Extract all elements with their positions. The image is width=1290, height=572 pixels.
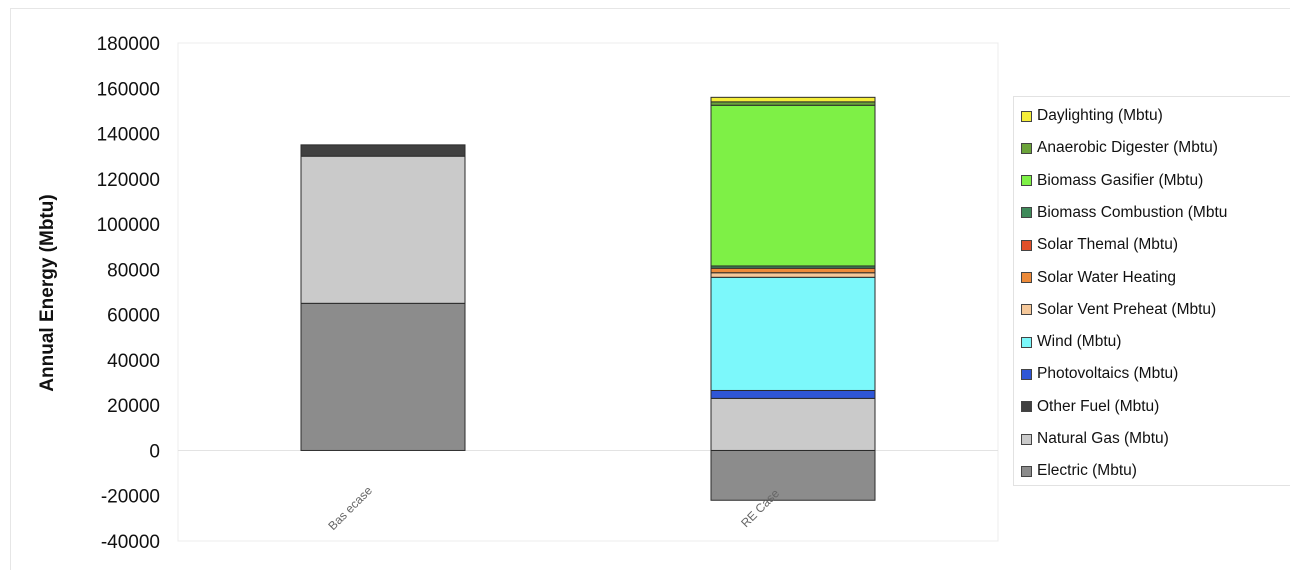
legend-label: Solar Vent Preheat (Mbtu): [1037, 300, 1217, 318]
legend-label: Biomass Combustion (Mbtu: [1037, 203, 1228, 221]
legend-item: Solar Vent Preheat (Mbtu): [1021, 299, 1216, 321]
y-tick-label: 0: [149, 441, 160, 462]
legend-item: Anaerobic Digester (Mbtu): [1021, 137, 1218, 159]
legend-label: Daylighting (Mbtu): [1037, 107, 1163, 124]
legend-swatch: [1021, 272, 1032, 283]
y-tick-label: 20000: [107, 396, 160, 417]
bar-segment: [710, 267, 876, 274]
bar-segment: [300, 155, 466, 304]
y-tick-label: 40000: [107, 351, 160, 372]
bar-segment: [710, 96, 876, 103]
legend-label: Other Fuel (Mbtu): [1037, 397, 1160, 415]
legend-item: Biomass Gasifier (Mbtu): [1021, 170, 1203, 192]
legend-swatch: [1021, 207, 1032, 219]
legend-item: Biomass Combustion (Mbtu: [1021, 202, 1227, 224]
legend-swatch: [1021, 465, 1032, 477]
legend-label: Solar Water Heating: [1037, 268, 1176, 286]
bar-segment: [710, 397, 876, 451]
chart-frame: [10, 8, 1290, 570]
legend-swatch: [1021, 368, 1032, 380]
legend-swatch: [1021, 239, 1032, 251]
legend-item: Photovoltaics (Mbtu): [1021, 363, 1178, 385]
legend-item: Solar Themal (Mbtu): [1021, 234, 1178, 256]
legend-item: Electric (Mbtu): [1021, 460, 1137, 482]
legend-item: Other Fuel (Mbtu): [1021, 396, 1159, 418]
bar-segment: [710, 389, 876, 399]
plot-area: 180000 160000 140000 120000 100000 80000 60000…: [97, 34, 999, 553]
legend-label: Solar Themal (Mbtu): [1037, 236, 1178, 254]
legend-item: Wind (Mbtu): [1021, 331, 1121, 353]
y-axis-label: Annual Energy (Mbtu): [37, 194, 58, 391]
legend-swatch: [1021, 142, 1032, 154]
y-tick-label: 80000: [107, 260, 160, 281]
y-tick-label: -20000: [101, 487, 160, 508]
legend-swatch: [1021, 304, 1032, 316]
bar-segment: [710, 272, 876, 278]
legend-swatch: [1021, 336, 1032, 348]
legend-item: Natural Gas (Mbtu): [1021, 428, 1169, 450]
legend-item: Daylighting (Mbtu): [1021, 105, 1163, 127]
bar-segment: [300, 302, 466, 451]
legend-label: Biomass Gasifier (Mbtu): [1037, 171, 1204, 189]
y-tick-label: 100000: [97, 215, 160, 236]
legend-label: Electric (Mbtu): [1037, 462, 1137, 480]
legend-label: Anaerobic Digester (Mbtu): [1037, 139, 1218, 157]
bar-segment: [710, 104, 876, 267]
legend-swatch: [1021, 401, 1032, 413]
legend-label: Wind (Mbtu): [1037, 333, 1122, 351]
plot-border: [177, 42, 999, 542]
legend-swatch: [1021, 110, 1032, 122]
y-tick-label: -40000: [101, 532, 160, 553]
legend-label: Photovoltaics (Mbtu): [1037, 365, 1179, 383]
bar-segment: [710, 276, 876, 391]
legend-label: Natural Gas (Mbtu): [1037, 430, 1169, 447]
bar-segment: [710, 449, 876, 501]
chart-svg: 180000 160000 140000 120000 100000 80000 60000…: [37, 34, 999, 553]
x-tick-label: Bas ecase: [325, 483, 375, 533]
y-tick-label: 120000: [97, 170, 160, 191]
y-tick-label: 60000: [107, 306, 160, 327]
legend: Daylighting (Mbtu) Anaerobic Digester (Mb…: [1013, 96, 1290, 486]
legend-swatch: [1021, 433, 1032, 445]
y-tick-label: 140000: [97, 125, 160, 146]
y-tick-label: 180000: [97, 34, 160, 55]
bar-segment: [300, 144, 466, 157]
bar-segment: [710, 101, 876, 106]
legend-swatch: [1021, 175, 1032, 187]
y-tick-label: 160000: [97, 79, 160, 100]
legend-item: Solar Water Heating: [1021, 267, 1176, 289]
